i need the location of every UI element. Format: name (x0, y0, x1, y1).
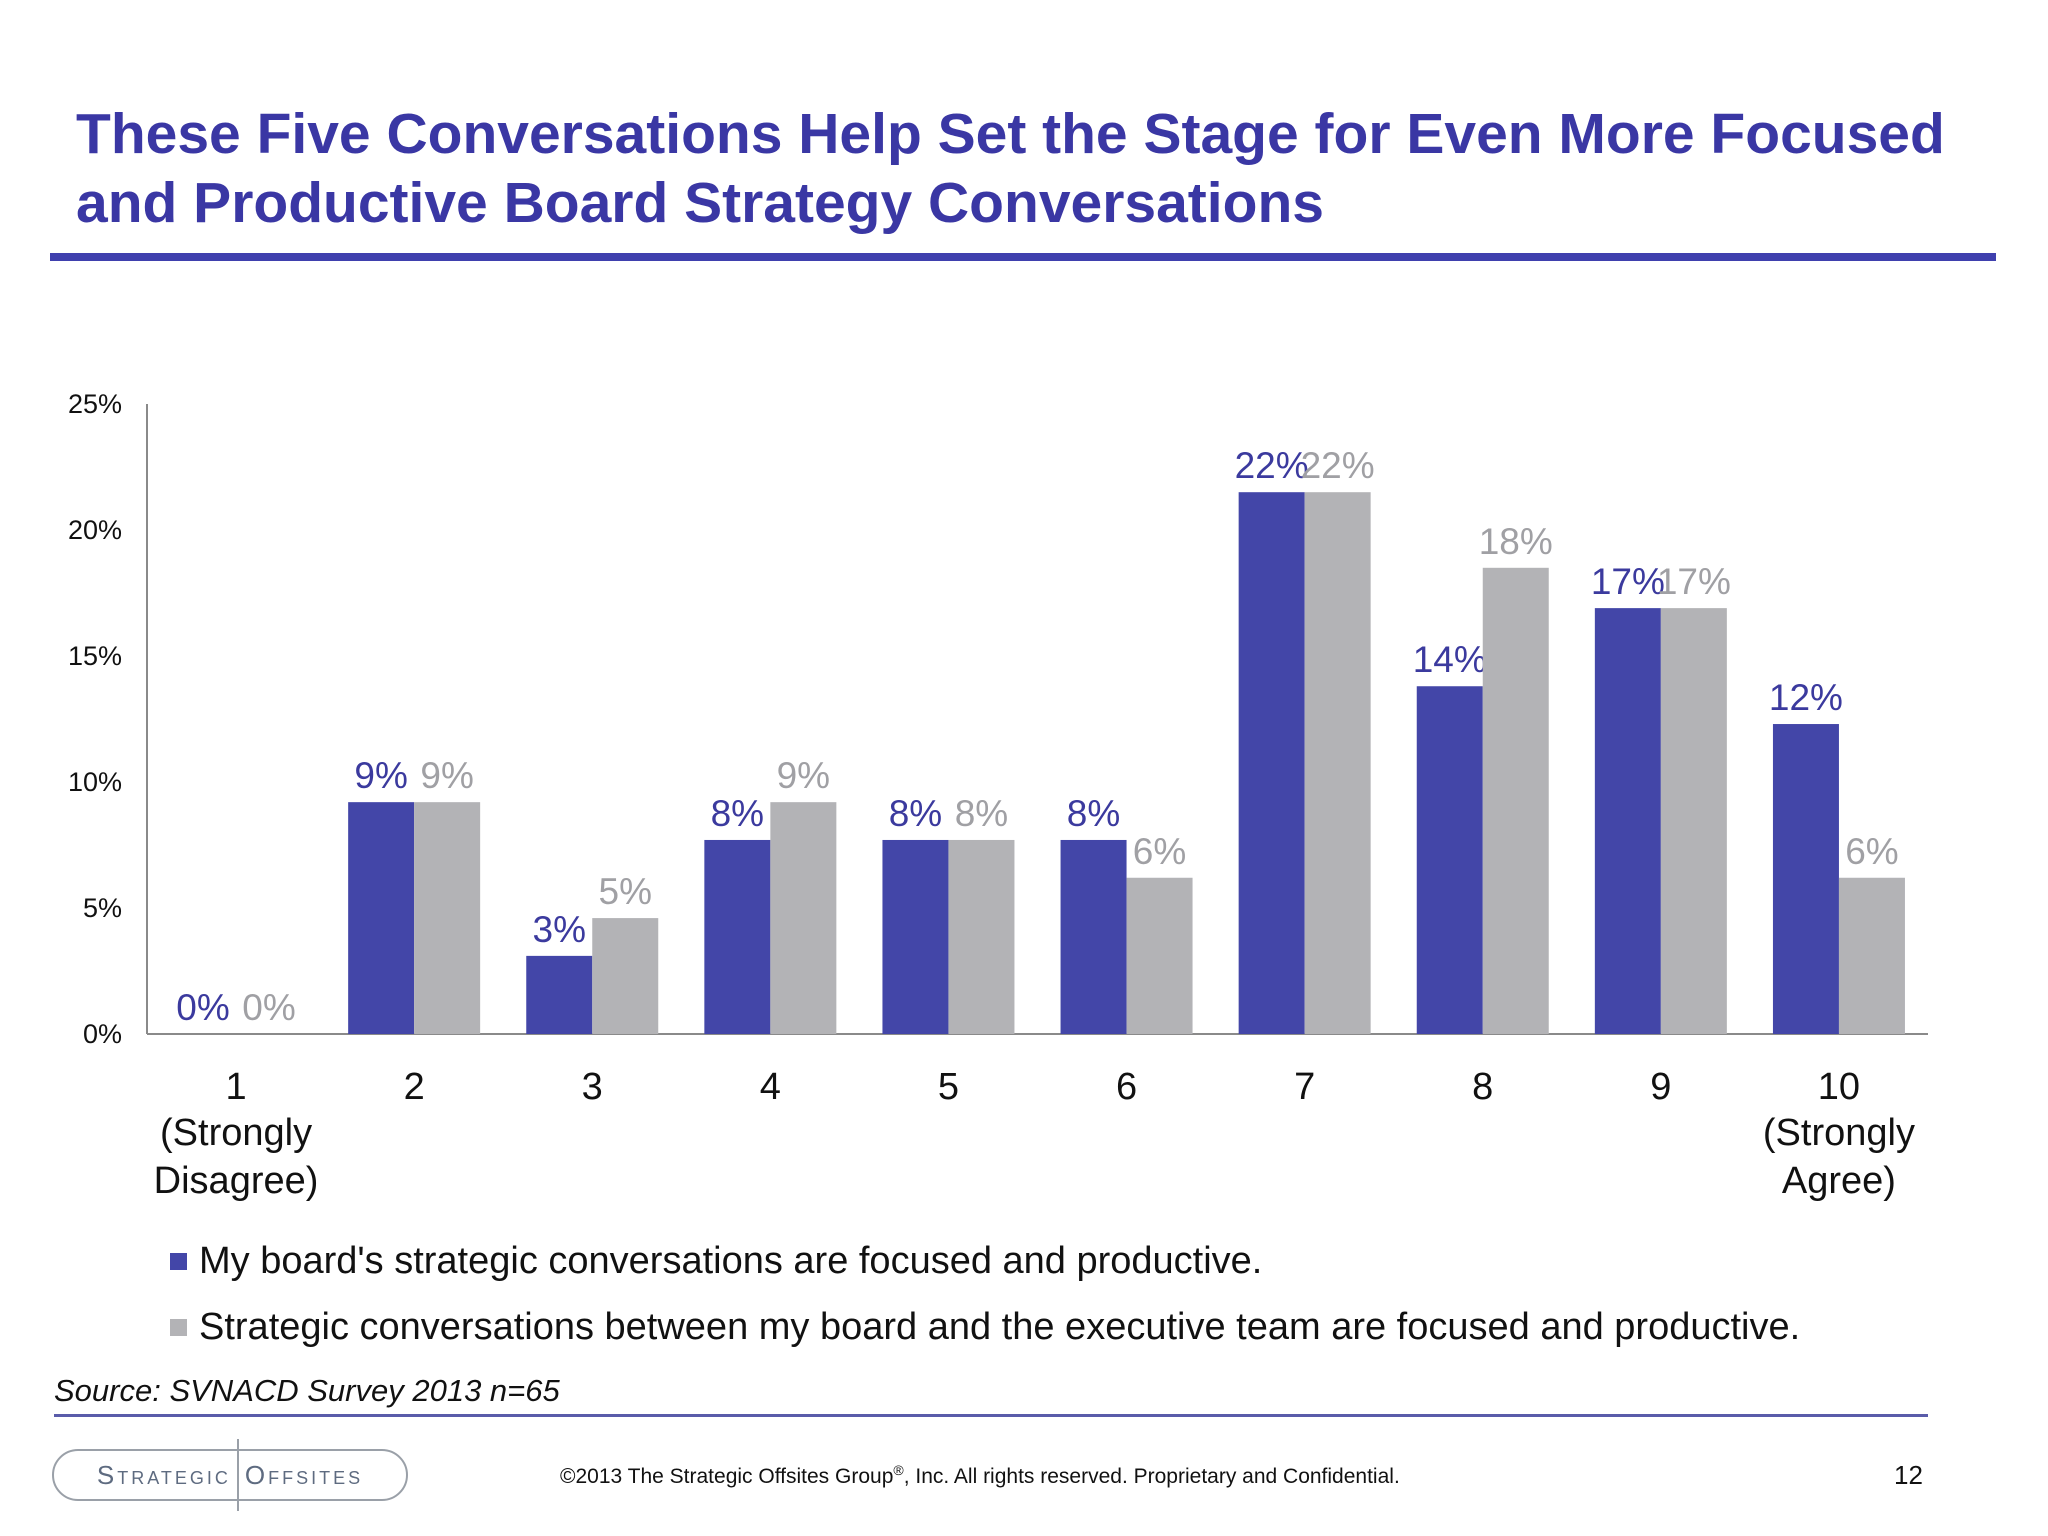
bar-series-2 (1304, 492, 1371, 1034)
legend-label-series-1: My board's strategic conversations are f… (199, 1239, 1263, 1282)
y-tick-label: 15% (68, 641, 122, 671)
bar-series-1 (882, 839, 949, 1034)
x-tick-sublabel: Disagree) (154, 1160, 319, 1202)
company-logo: Strategic Offsites (52, 1439, 408, 1511)
data-label-series-1: 8% (1067, 793, 1120, 834)
x-tick-label: 6 (1116, 1066, 1137, 1108)
x-tick-label: 3 (582, 1066, 603, 1108)
y-tick-label: 20% (68, 515, 122, 545)
x-tick-sublabel: (Strongly (160, 1112, 312, 1154)
x-tick-label: 10 (1818, 1066, 1860, 1108)
logo-separator (236, 1439, 239, 1511)
x-tick-label: 1 (225, 1066, 246, 1108)
y-tick-label: 25% (68, 389, 122, 419)
source-note: Source: SVNACD Survey 2013 n=65 (54, 1373, 560, 1408)
footer-divider (54, 1414, 1928, 1417)
legend-label-series-2: Strategic conversations between my board… (199, 1305, 1801, 1348)
data-label-series-2: 6% (1133, 831, 1186, 872)
legend-swatch-series-2 (170, 1318, 187, 1336)
bar-series-1 (1416, 686, 1483, 1034)
data-label-series-2: 0% (242, 987, 295, 1028)
data-label-series-2: 9% (777, 755, 830, 796)
data-label-series-2: 8% (955, 793, 1008, 834)
bar-series-1 (1060, 839, 1127, 1034)
bar-series-2 (1482, 567, 1549, 1034)
copyright-text-end: , Inc. All rights reserved. Proprietary … (903, 1465, 1400, 1488)
data-label-series-2: 6% (1845, 831, 1898, 872)
y-tick-label: 0% (83, 1019, 122, 1049)
data-label-series-1: 9% (354, 755, 407, 796)
bar-series-2 (592, 918, 659, 1034)
x-tick-label: 5 (938, 1066, 959, 1108)
data-label-series-2: 17% (1657, 561, 1731, 602)
bar-series-1 (348, 802, 415, 1034)
data-label-series-1: 8% (711, 793, 764, 834)
x-tick-sublabel: Agree) (1782, 1160, 1896, 1202)
bar-series-1 (1772, 724, 1839, 1034)
copyright-notice: ©2013 The Strategic Offsites Group®, Inc… (560, 1462, 1400, 1489)
bar-chart: 0%5%10%15%20%25%0% 0%1(StronglyDisagree)9… (68, 389, 1928, 1202)
data-label-series-1: 17% (1591, 561, 1665, 602)
page-number: 12 (1894, 1460, 1923, 1490)
bar-series-2 (770, 802, 837, 1034)
data-label-series-1: 3% (533, 909, 586, 950)
copyright-text-start: ©2013 The Strategic Offsites Group (560, 1465, 894, 1488)
data-label-series-1: 8% (889, 793, 942, 834)
legend-swatch-series-1 (170, 1252, 187, 1270)
title-divider (50, 253, 1996, 261)
bar-series-1 (1238, 492, 1305, 1034)
data-label-series-2: 5% (599, 871, 652, 912)
legend-item-series-1: My board's strategic conversations are f… (170, 1228, 1800, 1294)
x-tick-label: 4 (760, 1066, 781, 1108)
x-tick-label: 2 (404, 1066, 425, 1108)
bar-series-1 (1594, 608, 1661, 1034)
bar-series-2 (1838, 877, 1905, 1034)
bar-series-2 (414, 802, 481, 1034)
x-tick-sublabel: (Strongly (1763, 1112, 1915, 1154)
data-label-series-1: 14% (1413, 639, 1487, 680)
chart-legend: My board's strategic conversations are f… (170, 1228, 1800, 1360)
data-label-series-2: 18% (1479, 521, 1553, 562)
x-tick-label: 9 (1650, 1066, 1671, 1108)
data-label-series-1: 0% (176, 987, 229, 1028)
data-label-series-2: 9% (420, 755, 473, 796)
bar-series-1 (526, 955, 593, 1034)
bar-series-2 (948, 839, 1015, 1034)
registered-mark: ® (893, 1462, 904, 1478)
bar-series-2 (1126, 877, 1193, 1034)
x-tick-label: 8 (1472, 1066, 1493, 1108)
logo-word-right: Offsites (244, 1459, 364, 1490)
data-label-series-1: 12% (1769, 677, 1843, 718)
y-tick-label: 5% (83, 893, 122, 923)
data-label-series-2: 22% (1301, 445, 1375, 486)
data-label-series-1: 22% (1235, 445, 1309, 486)
x-tick-label: 7 (1294, 1066, 1315, 1108)
bar-series-1 (704, 839, 771, 1034)
bar-series-2 (1660, 608, 1727, 1034)
y-tick-label: 10% (68, 767, 122, 797)
logo-word-left: Strategic (96, 1459, 231, 1490)
slide-title-line-1: These Five Conversations Help Set the St… (76, 102, 1945, 166)
slide-title: These Five Conversations Help Set the St… (76, 100, 1996, 238)
legend-item-series-2: Strategic conversations between my board… (170, 1294, 1800, 1360)
slide-title-line-2: and Productive Board Strategy Conversati… (76, 171, 1324, 235)
